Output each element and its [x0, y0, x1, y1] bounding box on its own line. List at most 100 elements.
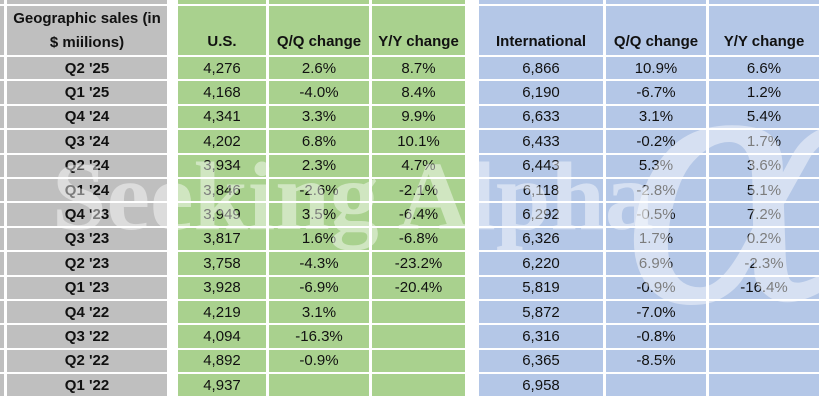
column-spacer: [468, 81, 476, 104]
cell-us-qq-change: 3.5%: [269, 203, 369, 226]
row-label: Q2 '24: [7, 154, 167, 177]
table-title-line2: $ miilions): [49, 33, 125, 51]
cell-intl-qq-change: -8.5%: [606, 349, 706, 373]
left-edge-partial-cell: [0, 374, 4, 397]
cell-us-qq-change: -6.9%: [269, 276, 369, 299]
cell-intl-sales: 6,326: [479, 227, 603, 251]
cell-us-yy-change: -6.8%: [372, 227, 465, 251]
cell-intl-sales: 6,633: [479, 105, 603, 129]
cell-us-sales: 3,846: [178, 178, 266, 202]
cell-us-yy-change: [372, 374, 465, 397]
column-spacer: [468, 154, 476, 177]
table-title-line1: Geographic sales (in: [13, 10, 161, 28]
cell-us-yy-change: 4.7%: [372, 154, 465, 177]
row-label: Q4 '22: [7, 300, 167, 324]
column-spacer: [468, 57, 476, 80]
row-label: Q2 '22: [7, 349, 167, 373]
column-spacer: [170, 178, 175, 202]
cell-intl-yy-change: 3.6%: [709, 154, 819, 177]
cell-intl-qq-change: 3.1%: [606, 105, 706, 129]
top-edge-partial-cell: [7, 0, 167, 4]
column-spacer: [468, 374, 476, 397]
table-title: Geographic sales (in $ miilions): [7, 6, 167, 55]
top-edge-partial-cell: [178, 0, 266, 4]
cell-us-yy-change: -2.1%: [372, 178, 465, 202]
cell-intl-qq-change: -0.2%: [606, 130, 706, 153]
top-edge-partial-cell: [372, 0, 465, 4]
cell-us-sales: 4,094: [178, 325, 266, 348]
cell-us-yy-change: 8.4%: [372, 81, 465, 104]
cell-us-sales: 4,219: [178, 300, 266, 324]
cell-intl-qq-change: -2.8%: [606, 178, 706, 202]
header-cell-intl: International: [479, 6, 603, 55]
cell-intl-sales: 6,958: [479, 374, 603, 397]
cell-us-sales: 4,892: [178, 349, 266, 373]
cell-us-qq-change: -4.3%: [269, 252, 369, 275]
cell-us-sales: 4,168: [178, 81, 266, 104]
cell-intl-yy-change: 6.6%: [709, 57, 819, 80]
row-label: Q1 '23: [7, 276, 167, 299]
cell-us-qq-change: [269, 374, 369, 397]
cell-us-sales: 4,202: [178, 130, 266, 153]
cell-intl-yy-change: -2.3%: [709, 252, 819, 275]
top-edge-partial-cell: [0, 0, 4, 4]
column-spacer: [468, 6, 476, 55]
cell-intl-qq-change: 10.9%: [606, 57, 706, 80]
column-spacer: [170, 374, 175, 397]
cell-us-sales: 4,341: [178, 105, 266, 129]
cell-us-qq-change: 1.6%: [269, 227, 369, 251]
header-cell-us-qq: Q/Q change: [269, 6, 369, 55]
cell-intl-yy-change: [709, 349, 819, 373]
column-spacer: [468, 325, 476, 348]
header-cell-intl-yy: Y/Y change: [709, 6, 819, 55]
column-spacer: [170, 105, 175, 129]
cell-intl-yy-change: 0.2%: [709, 227, 819, 251]
left-edge-partial-cell: [0, 276, 4, 299]
cell-us-sales: 3,817: [178, 227, 266, 251]
cell-intl-sales: 6,866: [479, 57, 603, 80]
row-label: Q2 '23: [7, 252, 167, 275]
row-label: Q1 '25: [7, 81, 167, 104]
column-spacer: [170, 252, 175, 275]
cell-intl-yy-change: 1.2%: [709, 81, 819, 104]
cell-us-sales: 4,937: [178, 374, 266, 397]
cell-us-sales: 3,758: [178, 252, 266, 275]
cell-intl-sales: 6,190: [479, 81, 603, 104]
cell-intl-yy-change: -16.4%: [709, 276, 819, 299]
cell-intl-yy-change: [709, 300, 819, 324]
cell-intl-qq-change: [606, 374, 706, 397]
cell-us-sales: 4,276: [178, 57, 266, 80]
row-label: Q1 '22: [7, 374, 167, 397]
header-cell-us-yy: Y/Y change: [372, 6, 465, 55]
column-spacer: [468, 300, 476, 324]
cell-intl-sales: 6,433: [479, 130, 603, 153]
left-edge-partial-cell: [0, 57, 4, 80]
column-spacer: [170, 130, 175, 153]
row-label: Q4 '24: [7, 105, 167, 129]
left-edge-partial-cell: [0, 227, 4, 251]
cell-intl-sales: 6,316: [479, 325, 603, 348]
column-spacer: [170, 203, 175, 226]
cell-us-sales: 3,928: [178, 276, 266, 299]
cell-us-yy-change: -6.4%: [372, 203, 465, 226]
cell-us-qq-change: -4.0%: [269, 81, 369, 104]
cell-us-qq-change: -0.9%: [269, 349, 369, 373]
left-edge-partial-cell: [0, 6, 4, 55]
row-label: Q2 '25: [7, 57, 167, 80]
column-spacer: [468, 252, 476, 275]
cell-intl-qq-change: 5.3%: [606, 154, 706, 177]
column-spacer: [468, 227, 476, 251]
sales-table: Geographic sales (in $ miilions) U.S. Q/…: [0, 0, 819, 397]
left-edge-partial-cell: [0, 203, 4, 226]
cell-intl-sales: 6,365: [479, 349, 603, 373]
cell-intl-qq-change: -6.7%: [606, 81, 706, 104]
left-edge-partial-cell: [0, 154, 4, 177]
cell-intl-yy-change: [709, 374, 819, 397]
top-edge-partial-cell: [468, 0, 476, 4]
left-edge-partial-cell: [0, 178, 4, 202]
cell-us-yy-change: -20.4%: [372, 276, 465, 299]
column-spacer: [170, 300, 175, 324]
cell-intl-yy-change: 1.7%: [709, 130, 819, 153]
cell-intl-qq-change: 6.9%: [606, 252, 706, 275]
top-edge-partial-cell: [269, 0, 369, 4]
